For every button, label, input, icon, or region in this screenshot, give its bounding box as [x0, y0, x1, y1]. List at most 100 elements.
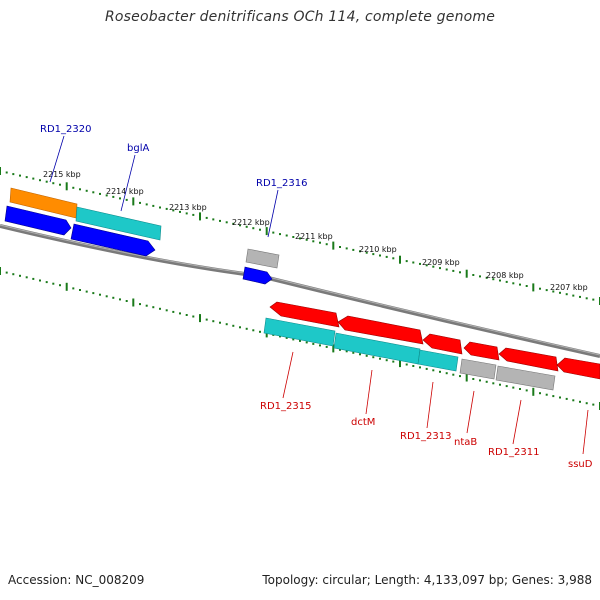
tick-mark: [252, 329, 255, 332]
tick-mark: [172, 310, 175, 313]
tick-mark: [192, 213, 195, 216]
tick-mark: [99, 192, 101, 195]
tick-mark: [459, 271, 461, 274]
tick-mark: [159, 206, 161, 209]
tick-mark: [292, 338, 295, 341]
tick-mark: [405, 363, 408, 366]
tick-mark: [19, 174, 21, 177]
tick-mark: [212, 320, 215, 323]
tick-mark: [119, 298, 121, 301]
tick-mark: [545, 289, 548, 292]
tick-mark: [0, 167, 1, 175]
gene-gray-block: [459, 358, 497, 380]
tick-mark: [325, 345, 328, 348]
tick-mark: [272, 231, 275, 234]
tick-mark: [25, 176, 28, 179]
gene-label-connector: [49, 135, 65, 183]
gene-label[interactable]: RD1_2316: [256, 178, 307, 189]
tick-mark: [132, 298, 135, 307]
tick-mark: [592, 403, 595, 406]
tick-mark: [359, 353, 361, 356]
tick-mark: [512, 282, 515, 285]
gene-label[interactable]: bglA: [127, 143, 149, 154]
tick-mark: [239, 224, 241, 227]
tick-mark: [492, 278, 495, 281]
tick-mark: [285, 336, 288, 339]
tick-mark: [559, 396, 561, 399]
tick-mark: [432, 369, 435, 372]
tick-mark: [392, 257, 395, 260]
tick-mark: [5, 271, 8, 274]
outer-tick-track: [0, 167, 600, 305]
tick-mark: [205, 318, 208, 321]
tick-mark: [165, 207, 168, 210]
tick-mark: [52, 182, 55, 185]
tick-mark: [465, 269, 468, 278]
tick-mark: [485, 380, 488, 383]
tick-mark: [179, 210, 181, 213]
scale-label: 2209 kbp: [422, 258, 460, 267]
tick-mark: [79, 289, 81, 291]
tick-mark: [259, 330, 261, 333]
tick-mark: [312, 342, 315, 345]
tick-mark: [352, 351, 355, 354]
tick-mark: [59, 183, 61, 186]
gene-blue-arrow: [242, 266, 273, 285]
tick-mark: [152, 306, 155, 309]
tick-mark: [32, 177, 35, 180]
gene-label[interactable]: ssuD: [568, 459, 593, 470]
tick-mark: [305, 341, 308, 344]
accession-label: Accession: NC_008209: [8, 573, 145, 587]
tick-mark: [552, 395, 555, 398]
scale-label: 2215 kbp: [43, 170, 81, 179]
gene-red-arrow: [422, 333, 463, 355]
tick-mark: [519, 388, 521, 390]
tick-mark: [205, 216, 208, 219]
tick-mark: [145, 304, 148, 307]
tick-mark: [452, 373, 455, 376]
gene-label[interactable]: RD1_2320: [40, 124, 91, 135]
tick-mark: [105, 194, 108, 197]
tick-mark: [525, 389, 528, 392]
tick-mark: [325, 243, 328, 246]
gene-label-connector: [582, 409, 589, 455]
tick-mark: [485, 276, 488, 279]
tick-mark: [245, 225, 248, 228]
gene-label[interactable]: RD1_2311: [488, 447, 539, 458]
tick-mark: [385, 359, 388, 362]
tick-mark: [559, 291, 561, 294]
tick-mark: [99, 293, 101, 296]
gene-teal-block: [263, 317, 336, 347]
tick-mark: [525, 285, 528, 287]
tick-mark: [172, 209, 175, 212]
tick-mark: [399, 359, 401, 368]
tick-mark: [5, 171, 8, 174]
gene-label[interactable]: RD1_2313: [400, 431, 451, 442]
tick-mark: [532, 283, 535, 292]
tick-mark: [185, 314, 188, 316]
gene-label[interactable]: ntaB: [454, 437, 477, 448]
tick-mark: [499, 279, 501, 282]
tick-mark: [119, 197, 121, 200]
gene-label[interactable]: dctM: [351, 417, 375, 428]
tick-mark: [332, 344, 335, 353]
gene-label-connector: [466, 390, 475, 434]
tick-mark: [465, 373, 468, 382]
tick-mark: [399, 255, 401, 264]
tick-mark: [239, 326, 241, 329]
tick-mark: [332, 241, 335, 250]
tick-mark: [539, 392, 541, 395]
gene-blue-arrow: [4, 205, 72, 236]
tick-mark: [12, 273, 15, 276]
tick-mark: [232, 222, 235, 225]
gene-label-connector: [365, 369, 373, 415]
tick-mark: [412, 365, 415, 367]
tick-mark: [125, 300, 128, 302]
tick-mark: [439, 370, 441, 373]
scale-label: 2210 kbp: [359, 245, 397, 254]
tick-mark: [265, 227, 268, 236]
gene-teal-block: [417, 349, 459, 372]
tick-mark: [259, 228, 261, 231]
tick-mark: [225, 323, 228, 326]
gene-label[interactable]: RD1_2315: [260, 401, 311, 412]
